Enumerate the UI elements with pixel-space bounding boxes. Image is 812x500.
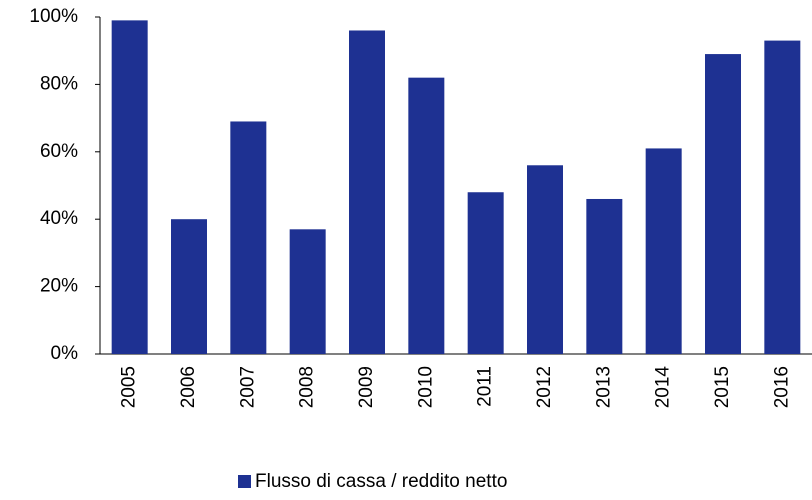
legend-label: Flusso di cassa / reddito netto [255, 471, 507, 492]
x-tick-label: 2016 [771, 366, 792, 408]
x-tick-label: 2006 [178, 366, 199, 408]
x-tick-label: 2005 [119, 366, 140, 408]
bar [467, 192, 504, 354]
y-tick-label: 100% [29, 6, 78, 27]
bar [527, 165, 563, 354]
x-tick-label: 2015 [712, 366, 733, 408]
y-tick-label: 60% [40, 141, 78, 162]
bar [705, 54, 741, 354]
x-tick-label: 2013 [593, 366, 614, 408]
x-tick-label: 2007 [237, 366, 258, 408]
y-tick-label: 40% [40, 208, 78, 229]
x-tick-label: 2011 [475, 366, 496, 407]
bar [586, 198, 623, 354]
x-tick-label: 2009 [356, 366, 377, 408]
x-tick-label: 2010 [415, 366, 436, 408]
bar [645, 148, 682, 354]
x-tick-label: 2008 [297, 366, 318, 408]
bar [111, 20, 148, 355]
bar [289, 229, 326, 354]
bar [230, 121, 267, 354]
bar [408, 77, 445, 354]
bar [349, 30, 385, 354]
y-tick-label: 80% [40, 73, 78, 94]
bar [764, 40, 801, 355]
y-tick-label: 20% [40, 276, 78, 297]
y-tick-label: 0% [51, 343, 79, 364]
bar [171, 219, 207, 354]
x-tick-label: 2014 [653, 366, 674, 409]
x-tick-label: 2012 [534, 366, 555, 408]
legend-swatch [238, 475, 251, 488]
